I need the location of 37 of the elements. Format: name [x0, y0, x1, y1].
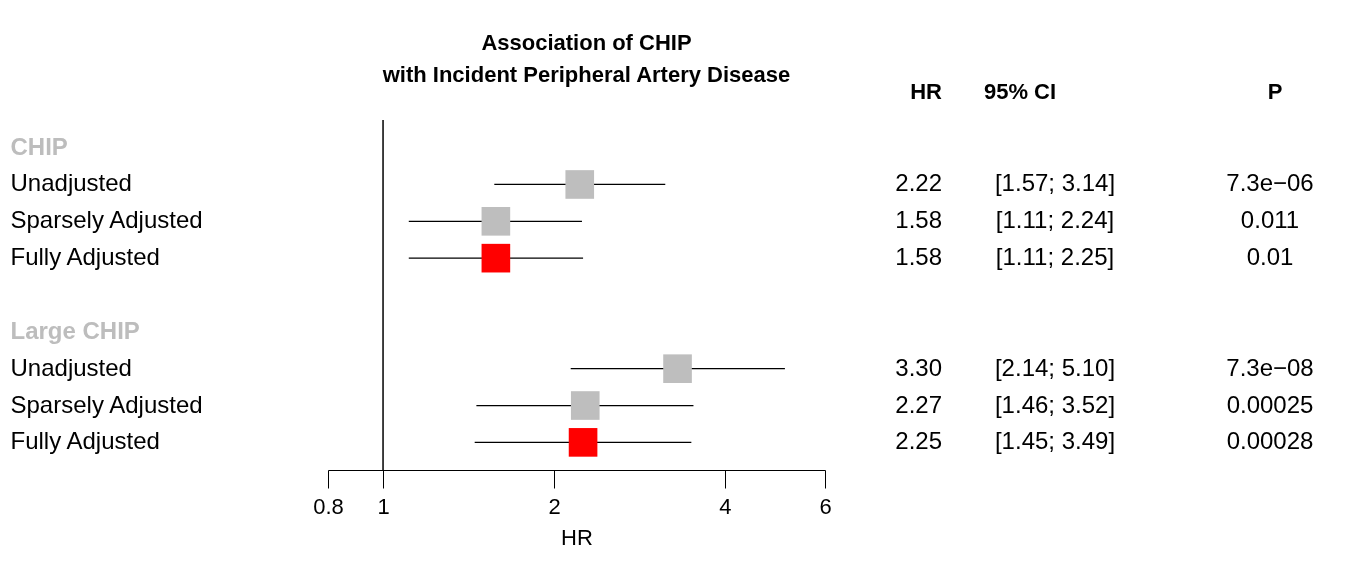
text: P	[1267, 79, 1283, 104]
text: 95% CI	[983, 79, 1057, 104]
x-tick-label: 0.8	[313, 493, 344, 519]
data-label: 3.30	[895, 353, 942, 381]
text: 7.3e−06	[1226, 169, 1314, 197]
x-tick-label: 2	[548, 493, 561, 519]
y-tick-label: CHIP	[10, 132, 68, 160]
y-tick-label: Large CHIP	[10, 316, 140, 344]
text: 0.011	[1240, 206, 1300, 234]
text: [1.11; 2.24]	[995, 206, 1115, 234]
x-tick-label: 4	[719, 493, 732, 519]
text: 0.00025	[1226, 390, 1314, 418]
data-label: 2.22	[895, 169, 942, 197]
y-tick-label: Fully Adjusted	[10, 243, 160, 271]
x-axis-title: HR	[561, 524, 593, 550]
data-label: 1.58	[895, 206, 942, 234]
y-tick-label: Unadjusted	[10, 169, 132, 197]
text: [1.45; 3.49]	[994, 427, 1116, 455]
y-tick-label: Sparsely Adjusted	[10, 206, 203, 234]
text: 0.00028	[1226, 427, 1314, 455]
text: 7.3e−08	[1226, 353, 1314, 381]
text: [1.11; 2.25]	[995, 243, 1115, 271]
data-label: 2.27	[895, 390, 942, 418]
text: with Incident Peripheral Artery Disease	[382, 62, 791, 87]
y-tick-label: Sparsely Adjusted	[10, 390, 203, 418]
data-label: 2.25	[895, 427, 942, 455]
text: 0.01	[1246, 243, 1294, 271]
x-tick-label: 1	[377, 493, 390, 519]
data-label: 1.58	[895, 243, 942, 271]
y-tick-label: Fully Adjusted	[10, 427, 160, 455]
text: HR	[910, 79, 943, 104]
text: [1.46; 3.52]	[994, 390, 1116, 418]
text: [1.57; 3.14]	[994, 169, 1116, 197]
text: [2.14; 5.10]	[994, 353, 1116, 381]
text: Association of CHIP	[481, 30, 692, 55]
y-tick-label: Unadjusted	[10, 353, 132, 381]
x-tick-label: 6	[819, 493, 832, 519]
